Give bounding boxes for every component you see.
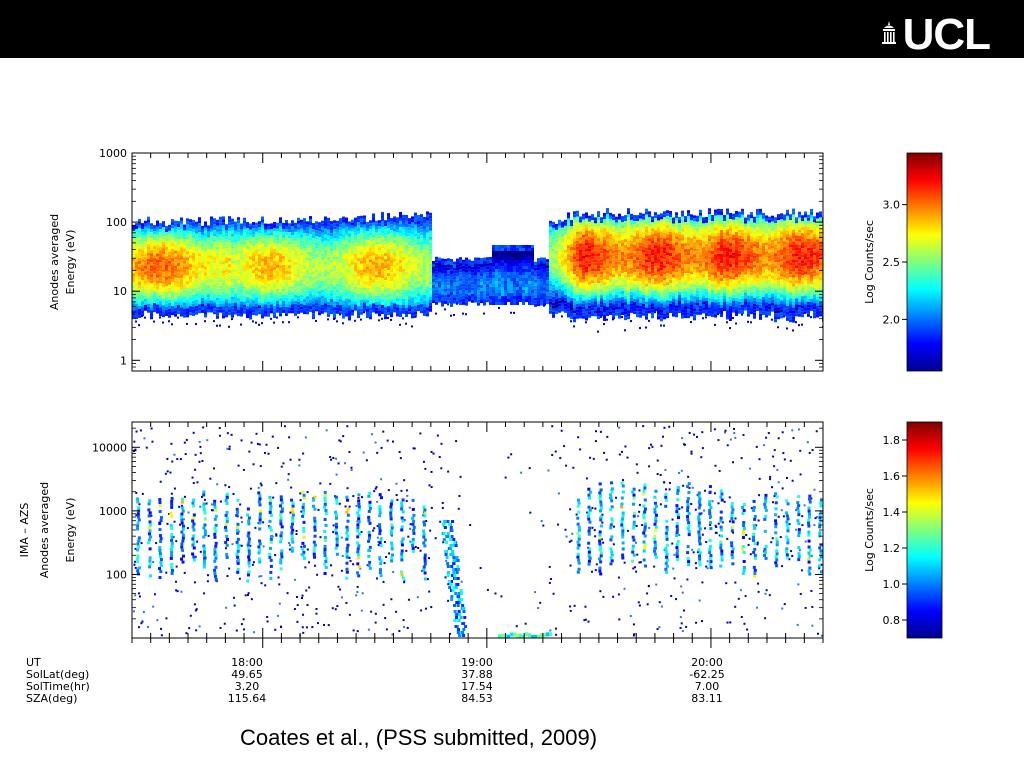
ephemeris-sollat-2000: -62.25 — [689, 668, 724, 681]
bottom-ylabel-line3: Energy (eV) — [64, 498, 77, 563]
bottom-colorbar-label: Log Counts/sec — [863, 488, 876, 572]
top-ylabel-line2: Energy (eV) — [64, 230, 77, 295]
top-ytick-label: 1 — [120, 354, 127, 367]
bottom-colorbar: 0.8 1.0 1.2 1.4 1.6 1.8 Log Counts/sec — [863, 421, 943, 639]
top-colorbar-tick-label: 2.5 — [883, 256, 901, 269]
bottom-colorbar-ticks: 0.8 1.0 1.2 1.4 1.6 1.8 — [883, 434, 907, 627]
ephemeris-ut-1900: 19:00 — [461, 656, 493, 669]
top-ytick-label: 1000 — [99, 147, 127, 160]
bottom-colorbar-tick-label: 0.8 — [883, 614, 901, 627]
bottom-ylabel-line2: Anodes averaged — [38, 482, 51, 578]
bottom-colorbar-tick-label: 1.8 — [883, 434, 901, 447]
top-colorbar-tick-label: 3.0 — [883, 199, 901, 212]
top-x-axis — [131, 153, 824, 371]
ephemeris-soltime-1800: 3.20 — [235, 680, 260, 693]
ephemeris-sza-2000: 83.11 — [691, 692, 723, 705]
top-plot-frame — [131, 152, 824, 372]
top-colorbar-tick-label: 2.0 — [883, 313, 901, 326]
top-panel: 1 10 100 1000 Anodes averaged Energy (eV) — [48, 147, 824, 372]
bottom-ytick-label: 10000 — [92, 441, 127, 454]
ephemeris-ut-1800: 18:00 — [231, 656, 263, 669]
top-colorbar: 2.0 2.5 3.0 Log Counts/sec — [863, 152, 943, 372]
bottom-colorbar-tick-label: 1.4 — [883, 506, 901, 519]
top-ytick-label: 10 — [113, 285, 127, 298]
ephemeris-row-label-sza: SZA(deg) — [26, 692, 77, 705]
ucl-logo: UCL — [881, 10, 991, 59]
ephemeris-row-label-soltime: SolTime(hr) — [26, 680, 90, 693]
bottom-ytick-label: 100 — [106, 568, 127, 581]
ucl-logo-text: UCL — [902, 10, 991, 59]
bottom-y-axis: 100 1000 10000 — [92, 427, 823, 620]
bottom-colorbar-tick-label: 1.6 — [883, 470, 901, 483]
bottom-spectrogram — [132, 425, 823, 638]
bottom-colorbar-tick-label: 1.0 — [883, 578, 901, 591]
citation-text: Coates et al., (PSS submitted, 2009) — [240, 725, 598, 750]
ephemeris-ut-2000: 20:00 — [691, 656, 723, 669]
ephemeris-soltime-2000: 7.00 — [695, 680, 720, 693]
top-ylabel-line1: Anodes averaged — [48, 214, 61, 310]
bottom-ylabel-line1: IMA – AZS — [18, 503, 31, 558]
bottom-colorbar-tick-label: 1.2 — [883, 542, 901, 555]
ephemeris-sollat-1800: 49.65 — [231, 668, 263, 681]
ephemeris-soltime-1900: 17.54 — [461, 680, 493, 693]
bottom-x-axis — [131, 422, 824, 648]
top-colorbar-gradient — [906, 152, 943, 372]
header-bar: UCL — [0, 0, 1024, 58]
bottom-ytick-label: 1000 — [99, 505, 127, 518]
top-colorbar-label: Log Counts/sec — [863, 220, 876, 304]
top-ytick-label: 100 — [106, 216, 127, 229]
top-colorbar-ticks: 2.0 2.5 3.0 — [883, 199, 907, 326]
bottom-plot-frame — [131, 421, 824, 639]
top-spectrogram — [132, 208, 823, 333]
top-y-axis: 1 10 100 1000 — [99, 147, 823, 372]
ephemeris-row-label-sollat: SolLat(deg) — [26, 668, 89, 681]
bottom-colorbar-gradient — [906, 421, 943, 639]
ephemeris-sza-1900: 84.53 — [461, 692, 493, 705]
portico-icon — [881, 19, 897, 51]
ephemeris-sollat-1900: 37.88 — [461, 668, 493, 681]
bottom-panel: 100 1000 10000 IMA – AZS Anodes averaged E… — [18, 421, 824, 648]
ephemeris-sza-1800: 115.64 — [228, 692, 267, 705]
ephemeris-table: UT SolLat(deg) SolTime(hr) SZA(deg) 18:0… — [26, 656, 725, 705]
ephemeris-row-label-ut: UT — [26, 656, 41, 669]
